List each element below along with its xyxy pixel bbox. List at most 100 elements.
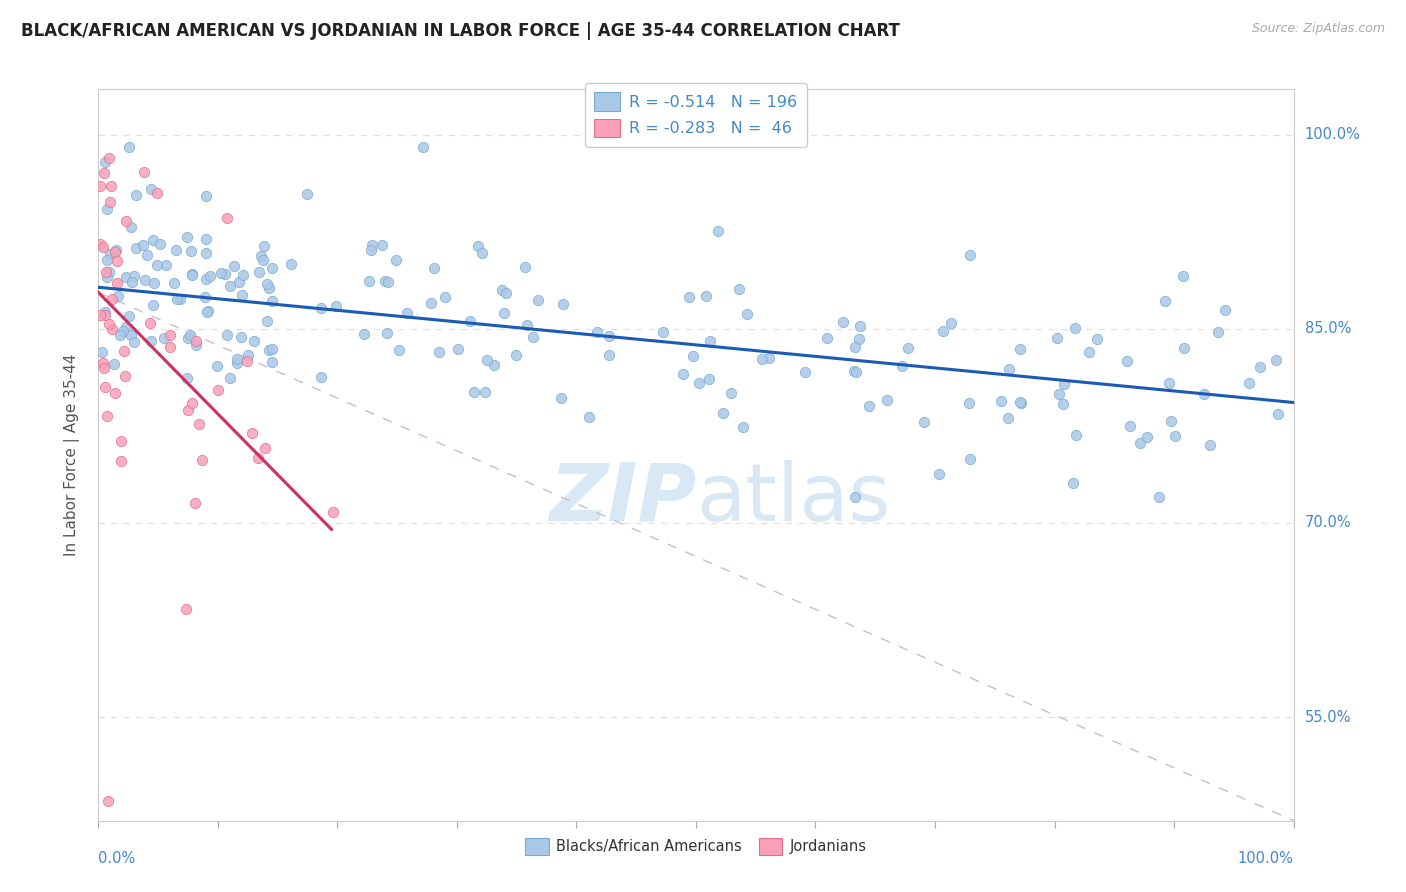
Point: [231, 330, 253, 344]
Point: [169, 293, 191, 307]
Point: [678, 290, 700, 304]
Point: [98, 247, 121, 261]
Point: [100, 179, 122, 194]
Point: [139, 334, 162, 348]
Point: [103, 385, 125, 400]
Point: [423, 260, 446, 275]
Point: [957, 396, 980, 410]
Point: [198, 268, 221, 283]
Point: [89, 178, 111, 193]
Point: [997, 411, 1019, 425]
Point: [112, 324, 135, 338]
Point: [256, 277, 278, 291]
Point: [110, 434, 132, 448]
Point: [516, 318, 538, 332]
Point: [94, 380, 117, 394]
Point: [1053, 376, 1076, 391]
Point: [1265, 353, 1288, 368]
Point: [491, 283, 513, 297]
Point: [849, 319, 872, 334]
Point: [105, 253, 128, 268]
Point: [97, 794, 120, 808]
Point: [253, 441, 276, 455]
Point: [91, 345, 114, 359]
Point: [751, 352, 773, 367]
Point: [93, 305, 115, 319]
Point: [217, 328, 239, 343]
Legend: Blacks/African Americans, Jordanians: Blacks/African Americans, Jordanians: [519, 832, 873, 861]
Point: [1129, 436, 1152, 450]
Point: [1064, 428, 1087, 442]
Point: [118, 309, 141, 323]
Point: [180, 244, 202, 259]
Text: 55.0%: 55.0%: [1305, 709, 1351, 724]
Point: [121, 275, 143, 289]
Point: [122, 268, 145, 283]
Point: [96, 270, 118, 285]
Point: [194, 272, 217, 286]
Point: [990, 393, 1012, 408]
Point: [412, 140, 434, 154]
Point: [122, 334, 145, 349]
Point: [651, 325, 673, 339]
Point: [143, 277, 166, 291]
Point: [359, 274, 381, 288]
Point: [89, 308, 111, 322]
Point: [586, 325, 609, 339]
Point: [876, 393, 898, 408]
Point: [897, 341, 920, 355]
Point: [727, 282, 749, 296]
Point: [215, 211, 238, 225]
Point: [1046, 331, 1069, 345]
Point: [186, 338, 208, 352]
Point: [184, 334, 207, 348]
Point: [110, 454, 132, 468]
Point: [697, 372, 720, 386]
Point: [246, 450, 269, 465]
Point: [236, 348, 259, 362]
Point: [682, 349, 704, 363]
Point: [209, 266, 232, 280]
Point: [1267, 407, 1289, 421]
Text: 0.0%: 0.0%: [98, 851, 135, 866]
Point: [120, 328, 142, 343]
Point: [195, 189, 218, 203]
Point: [447, 342, 470, 356]
Point: [1010, 394, 1032, 409]
Text: 70.0%: 70.0%: [1305, 516, 1351, 531]
Point: [1249, 360, 1271, 375]
Point: [97, 317, 120, 331]
Point: [707, 224, 730, 238]
Point: [253, 239, 276, 253]
Text: 100.0%: 100.0%: [1237, 851, 1294, 866]
Point: [98, 151, 121, 165]
Point: [97, 265, 120, 279]
Point: [551, 297, 574, 311]
Point: [252, 253, 274, 268]
Point: [928, 467, 950, 482]
Point: [176, 371, 198, 385]
Point: [1062, 475, 1084, 490]
Point: [1085, 332, 1108, 346]
Point: [94, 308, 117, 322]
Point: [197, 304, 219, 318]
Point: [325, 299, 347, 313]
Point: [1052, 397, 1074, 411]
Point: [166, 292, 188, 306]
Point: [149, 237, 172, 252]
Point: [180, 268, 202, 283]
Point: [118, 140, 141, 154]
Point: [939, 316, 962, 330]
Point: [107, 289, 129, 303]
Point: [96, 202, 118, 216]
Point: [104, 245, 127, 260]
Point: [155, 258, 177, 272]
Point: [145, 258, 167, 272]
Point: [720, 386, 742, 401]
Point: [513, 260, 536, 274]
Point: [1198, 438, 1220, 452]
Point: [262, 293, 284, 308]
Point: [311, 369, 333, 384]
Point: [959, 452, 981, 467]
Point: [377, 326, 399, 340]
